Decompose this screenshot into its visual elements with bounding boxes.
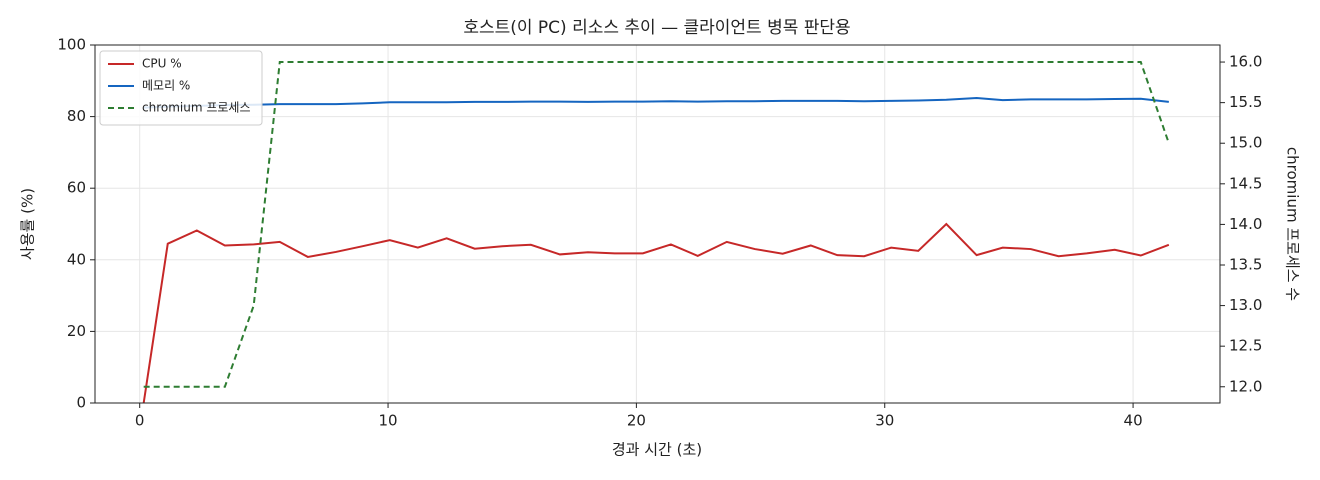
y2-tick-label: 14.0 [1229, 215, 1262, 233]
x-tick-label: 0 [135, 412, 145, 430]
y2-tick-label: 12.5 [1229, 337, 1262, 355]
y2-tick-label: 15.0 [1229, 134, 1262, 152]
y-tick-label: 60 [67, 179, 86, 197]
y-tick-label: 80 [67, 107, 86, 125]
chart-title: 호스트(이 PC) 리소스 추이 — 클라이언트 병목 판단용 [463, 18, 850, 38]
y2-axis-label: chromium 프로세스 수 [1284, 147, 1302, 301]
x-tick-label: 30 [875, 412, 894, 430]
y-tick-label: 100 [57, 36, 86, 54]
y2-tick-label: 12.0 [1229, 377, 1262, 395]
series-line [142, 222, 1170, 404]
series-line [143, 61, 1170, 388]
y2-tick-label: 14.5 [1229, 174, 1262, 192]
x-axis-label: 경과 시간 (초) [612, 441, 702, 459]
y-tick-label: 40 [67, 250, 86, 268]
x-tick-label: 40 [1124, 412, 1143, 430]
legend: CPU % 메모리 % chromium 프로세스 [99, 50, 263, 126]
legend-label: chromium 프로세스 [142, 101, 251, 115]
legend-box [99, 50, 263, 126]
series-line [143, 96, 1169, 109]
y2-tick-label: 15.5 [1229, 93, 1262, 111]
y2-tick-label: 13.5 [1229, 255, 1262, 273]
y-axis-label: 사용률 (%) [19, 188, 37, 260]
x-tick-label: 20 [627, 412, 646, 430]
legend-label: 메모리 % [142, 79, 190, 93]
y-tick-label: 20 [67, 322, 86, 340]
x-tick-label: 10 [378, 412, 397, 430]
y2-tick-label: 13.0 [1229, 296, 1262, 314]
plot-frame [94, 44, 1221, 404]
legend-label: CPU % [142, 57, 182, 71]
y-tick-label: 0 [76, 394, 86, 412]
y2-tick-label: 16.0 [1229, 53, 1262, 71]
